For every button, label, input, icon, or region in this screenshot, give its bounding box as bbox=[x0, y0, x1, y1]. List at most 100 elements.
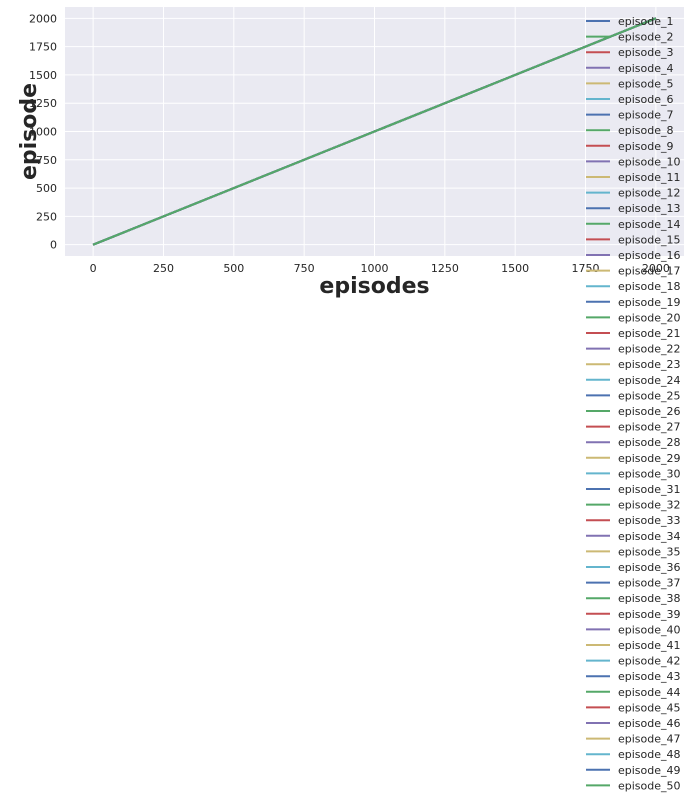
legend-item: episode_10 bbox=[586, 155, 681, 168]
legend-item: episode_29 bbox=[586, 452, 681, 465]
y-tick-label: 500 bbox=[36, 182, 57, 195]
legend-item: episode_15 bbox=[586, 233, 681, 246]
legend-label: episode_42 bbox=[618, 655, 681, 668]
legend-label: episode_4 bbox=[618, 62, 674, 75]
legend-item: episode_39 bbox=[586, 608, 681, 621]
x-tick-label: 1000 bbox=[361, 262, 389, 275]
x-tick-label: 1750 bbox=[572, 262, 600, 275]
legend-label: episode_50 bbox=[618, 779, 681, 792]
legend-item: episode_3 bbox=[586, 46, 674, 59]
legend-label: episode_47 bbox=[618, 733, 681, 746]
legend-item: episode_43 bbox=[586, 670, 681, 683]
legend-item: episode_35 bbox=[586, 545, 681, 558]
legend-item: episode_25 bbox=[586, 389, 681, 402]
x-tick-label: 1250 bbox=[431, 262, 459, 275]
legend-label: episode_35 bbox=[618, 545, 681, 558]
legend-label: episode_29 bbox=[618, 452, 681, 465]
series-line bbox=[92, 17, 657, 246]
y-tick-label: 1000 bbox=[29, 126, 57, 139]
legend-label: episode_23 bbox=[618, 358, 681, 371]
legend-item: episode_44 bbox=[586, 686, 681, 699]
legend-item: episode_4 bbox=[586, 62, 674, 75]
legend-item: episode_36 bbox=[586, 561, 681, 574]
y-tick-label: 2000 bbox=[29, 12, 57, 25]
legend-item: episode_12 bbox=[586, 187, 681, 200]
legend-label: episode_11 bbox=[618, 171, 681, 184]
legend-item: episode_24 bbox=[586, 374, 681, 387]
legend-item: episode_13 bbox=[586, 202, 681, 215]
legend-label: episode_10 bbox=[618, 155, 681, 168]
legend-label: episode_24 bbox=[618, 374, 681, 387]
legend-label: episode_26 bbox=[618, 405, 681, 418]
legend-item: episode_40 bbox=[586, 623, 681, 636]
legend-item: episode_7 bbox=[586, 109, 674, 122]
legend-item: episode_5 bbox=[586, 77, 674, 90]
legend-item: episode_20 bbox=[586, 311, 681, 324]
legend-item: episode_11 bbox=[586, 171, 681, 184]
legend-label: episode_1 bbox=[618, 15, 674, 28]
legend-label: episode_36 bbox=[618, 561, 681, 574]
legend-label: episode_40 bbox=[618, 623, 681, 636]
legend-label: episode_37 bbox=[618, 577, 681, 590]
x-axis-title: episodes bbox=[319, 274, 429, 299]
y-tick-label: 1250 bbox=[29, 97, 57, 110]
legend-item: episode_42 bbox=[586, 655, 681, 668]
legend-label: episode_13 bbox=[618, 202, 681, 215]
legend-label: episode_39 bbox=[618, 608, 681, 621]
legend-label: episode_9 bbox=[618, 140, 674, 153]
y-tick-label: 0 bbox=[50, 239, 57, 252]
legend-label: episode_14 bbox=[618, 218, 681, 231]
legend-item: episode_30 bbox=[586, 467, 681, 480]
x-tick-label: 500 bbox=[223, 262, 244, 275]
legend-label: episode_38 bbox=[618, 592, 681, 605]
legend-label: episode_19 bbox=[618, 296, 681, 309]
legend-label: episode_17 bbox=[618, 265, 681, 278]
x-tick-labels: 0 250 500 750 1000 1250 1500 1750 2000 bbox=[90, 262, 670, 275]
legend-item: episode_46 bbox=[586, 717, 681, 730]
legend-item: episode_1 bbox=[586, 15, 674, 28]
legend-item: episode_48 bbox=[586, 748, 681, 761]
legend-item: episode_26 bbox=[586, 405, 681, 418]
legend-label: episode_3 bbox=[618, 46, 674, 59]
legend-item: episode_17 bbox=[586, 265, 681, 278]
x-tick-label: 0 bbox=[90, 262, 97, 275]
legend-label: episode_22 bbox=[618, 343, 681, 356]
legend-item: episode_9 bbox=[586, 140, 674, 153]
legend-item: episode_18 bbox=[586, 280, 681, 293]
legend-label: episode_44 bbox=[618, 686, 681, 699]
y-tick-label: 1750 bbox=[29, 41, 57, 54]
legend-label: episode_31 bbox=[618, 483, 681, 496]
legend-item: episode_23 bbox=[586, 358, 681, 371]
y-axis-title: episode bbox=[17, 83, 42, 180]
x-tick-label: 750 bbox=[294, 262, 315, 275]
legend-label: episode_18 bbox=[618, 280, 681, 293]
y-tick-label: 1500 bbox=[29, 69, 57, 82]
x-tick-label: 1500 bbox=[501, 262, 529, 275]
legend-item: episode_50 bbox=[586, 779, 681, 792]
legend-item: episode_38 bbox=[586, 592, 681, 605]
legend-label: episode_15 bbox=[618, 233, 681, 246]
legend-label: episode_28 bbox=[618, 436, 681, 449]
legend-label: episode_33 bbox=[618, 514, 681, 527]
legend-label: episode_34 bbox=[618, 530, 681, 543]
series-lines bbox=[92, 17, 657, 246]
legend-item: episode_49 bbox=[586, 764, 681, 777]
legend-item: episode_6 bbox=[586, 93, 674, 106]
y-tick-labels: 0 250 500 750 1000 1250 1500 1750 2000 bbox=[29, 12, 57, 251]
legend-item: episode_47 bbox=[586, 733, 681, 746]
legend-label: episode_2 bbox=[618, 31, 674, 44]
legend-label: episode_21 bbox=[618, 327, 681, 340]
legend-label: episode_43 bbox=[618, 670, 681, 683]
legend-label: episode_6 bbox=[618, 93, 674, 106]
legend-item: episode_14 bbox=[586, 218, 681, 231]
legend-item: episode_8 bbox=[586, 124, 674, 137]
legend-item: episode_34 bbox=[586, 530, 681, 543]
legend-item: episode_27 bbox=[586, 421, 681, 434]
legend-item: episode_21 bbox=[586, 327, 681, 340]
legend-label: episode_45 bbox=[618, 701, 681, 714]
legend-item: episode_33 bbox=[586, 514, 681, 527]
legend-label: episode_16 bbox=[618, 249, 681, 262]
y-tick-label: 750 bbox=[36, 154, 57, 167]
legend-label: episode_5 bbox=[618, 77, 674, 90]
